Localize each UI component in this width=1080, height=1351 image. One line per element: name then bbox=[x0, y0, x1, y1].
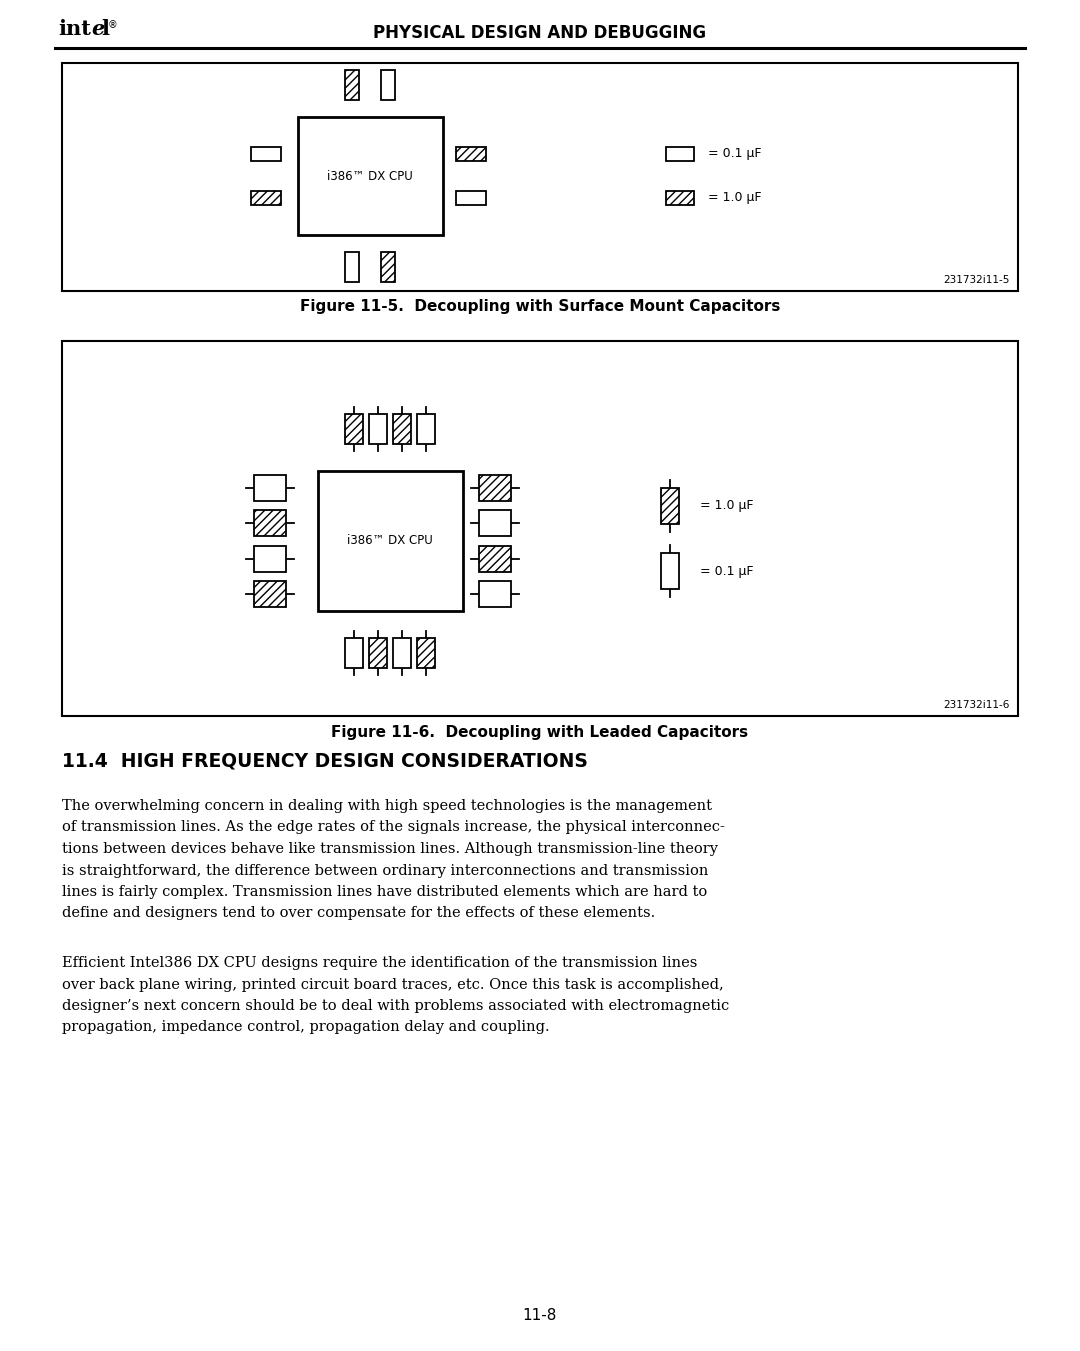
Bar bbox=[381, 253, 395, 282]
Bar bbox=[369, 413, 387, 444]
Text: Efficient Intel386 DX CPU designs require the identification of the transmission: Efficient Intel386 DX CPU designs requir… bbox=[62, 957, 698, 970]
Text: tions between devices behave like transmission lines. Although transmission-line: tions between devices behave like transm… bbox=[62, 842, 718, 857]
Bar bbox=[666, 147, 694, 161]
Bar bbox=[478, 546, 511, 571]
Bar bbox=[666, 190, 694, 205]
Text: 231732i11-6: 231732i11-6 bbox=[944, 700, 1010, 711]
Text: Figure 11-6.  Decoupling with Leaded Capacitors: Figure 11-6. Decoupling with Leaded Capa… bbox=[332, 725, 748, 740]
Text: = 0.1 μF: = 0.1 μF bbox=[700, 565, 754, 577]
Bar bbox=[456, 147, 486, 161]
Bar bbox=[345, 413, 363, 444]
Text: define and designers tend to over compensate for the effects of these elements.: define and designers tend to over compen… bbox=[62, 907, 656, 920]
Text: 231732i11-5: 231732i11-5 bbox=[944, 276, 1010, 285]
Bar bbox=[478, 509, 511, 536]
Text: = 1.0 μF: = 1.0 μF bbox=[708, 192, 761, 204]
Text: int: int bbox=[58, 19, 91, 39]
Bar bbox=[393, 638, 411, 667]
Bar bbox=[381, 70, 395, 100]
Text: i386™ DX CPU: i386™ DX CPU bbox=[327, 169, 413, 182]
Bar bbox=[254, 509, 285, 536]
Bar bbox=[478, 581, 511, 607]
Text: = 1.0 μF: = 1.0 μF bbox=[700, 500, 754, 512]
Text: over back plane wiring, printed circuit board traces, etc. Once this task is acc: over back plane wiring, printed circuit … bbox=[62, 978, 724, 992]
Bar bbox=[417, 413, 435, 444]
Bar bbox=[661, 488, 679, 524]
Text: designer’s next concern should be to deal with problems associated with electrom: designer’s next concern should be to dea… bbox=[62, 998, 729, 1013]
Text: = 0.1 μF: = 0.1 μF bbox=[708, 147, 761, 161]
Bar bbox=[254, 476, 285, 501]
Bar bbox=[297, 118, 443, 235]
Bar bbox=[345, 638, 363, 667]
Text: Figure 11-5.  Decoupling with Surface Mount Capacitors: Figure 11-5. Decoupling with Surface Mou… bbox=[300, 300, 780, 315]
Bar bbox=[345, 70, 359, 100]
Bar bbox=[345, 253, 359, 282]
Text: PHYSICAL DESIGN AND DEBUGGING: PHYSICAL DESIGN AND DEBUGGING bbox=[374, 24, 706, 42]
Bar bbox=[417, 638, 435, 667]
Bar bbox=[318, 471, 462, 611]
Text: The overwhelming concern in dealing with high speed technologies is the manageme: The overwhelming concern in dealing with… bbox=[62, 798, 712, 813]
Text: i386™ DX CPU: i386™ DX CPU bbox=[347, 535, 433, 547]
Text: 11-8: 11-8 bbox=[523, 1309, 557, 1324]
Bar bbox=[251, 147, 281, 161]
Bar bbox=[661, 553, 679, 589]
Text: ®: ® bbox=[108, 20, 118, 30]
Bar bbox=[254, 546, 285, 571]
Bar bbox=[393, 413, 411, 444]
Text: is straightforward, the difference between ordinary interconnections and transmi: is straightforward, the difference betwe… bbox=[62, 863, 708, 878]
Text: e: e bbox=[91, 19, 105, 39]
Bar bbox=[62, 340, 1018, 716]
Text: propagation, impedance control, propagation delay and coupling.: propagation, impedance control, propagat… bbox=[62, 1020, 550, 1035]
Bar bbox=[62, 63, 1018, 290]
Bar bbox=[456, 190, 486, 205]
Text: l: l bbox=[102, 19, 109, 39]
Text: lines is fairly complex. Transmission lines have distributed elements which are : lines is fairly complex. Transmission li… bbox=[62, 885, 707, 898]
Bar bbox=[478, 476, 511, 501]
Bar bbox=[254, 581, 285, 607]
Bar bbox=[369, 638, 387, 667]
Bar bbox=[251, 190, 281, 205]
Text: 11.4  HIGH FREQUENCY DESIGN CONSIDERATIONS: 11.4 HIGH FREQUENCY DESIGN CONSIDERATION… bbox=[62, 751, 588, 770]
Text: of transmission lines. As the edge rates of the signals increase, the physical i: of transmission lines. As the edge rates… bbox=[62, 820, 725, 835]
